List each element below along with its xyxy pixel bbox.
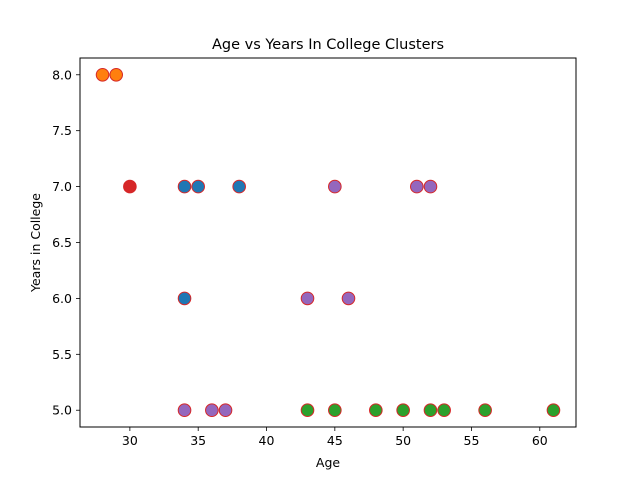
data-point [341, 291, 356, 306]
y-tick-label: 7.0 [52, 179, 72, 194]
data-point [300, 291, 315, 306]
data-point [328, 403, 342, 418]
cluster-series-4 [177, 179, 438, 418]
x-tick-label: 45 [327, 433, 343, 448]
data-point [177, 291, 192, 306]
x-tick-label: 30 [122, 433, 138, 448]
data-point [123, 179, 137, 194]
y-tick-label: 5.0 [52, 403, 72, 418]
cluster-series-0 [177, 179, 246, 306]
x-tick-label: 35 [190, 433, 206, 448]
cluster-series-1 [95, 67, 124, 82]
data-point [478, 403, 492, 418]
chart-title: Age vs Years In College Clusters [212, 37, 444, 53]
data-points [95, 67, 561, 418]
data-point [95, 67, 110, 82]
x-tick-label: 50 [395, 433, 411, 448]
data-point [218, 403, 233, 418]
data-point [300, 403, 315, 418]
data-point [109, 67, 124, 82]
data-point [437, 403, 451, 418]
x-tick-label: 40 [259, 433, 275, 448]
data-point [328, 179, 342, 194]
data-point [191, 179, 205, 194]
data-point [205, 403, 219, 418]
y-tick-label: 6.5 [52, 235, 72, 250]
cluster-series-3 [123, 179, 137, 194]
data-point [177, 403, 192, 418]
y-axis-ticks: 5.0 5.5 6.0 6.5 7.0 7.5 8.0 [52, 67, 80, 418]
x-axis-label: Age [316, 455, 340, 470]
data-point [232, 179, 246, 194]
x-axis-ticks: 30 35 40 45 50 55 60 [122, 427, 548, 448]
y-tick-label: 6.0 [52, 291, 72, 306]
y-axis-label: Years in College [28, 193, 43, 293]
x-tick-label: 60 [532, 433, 548, 448]
y-tick-label: 8.0 [52, 67, 72, 82]
y-tick-label: 7.5 [52, 123, 72, 138]
data-point [410, 179, 424, 194]
x-tick-label: 55 [464, 433, 480, 448]
data-point [423, 179, 438, 194]
data-point [546, 403, 561, 418]
plot-frame [79, 57, 577, 428]
y-tick-label: 5.5 [52, 347, 72, 362]
data-point [423, 403, 438, 418]
data-point [177, 179, 192, 194]
data-point [396, 403, 410, 418]
data-point [369, 403, 383, 418]
cluster-series-2 [300, 403, 561, 418]
